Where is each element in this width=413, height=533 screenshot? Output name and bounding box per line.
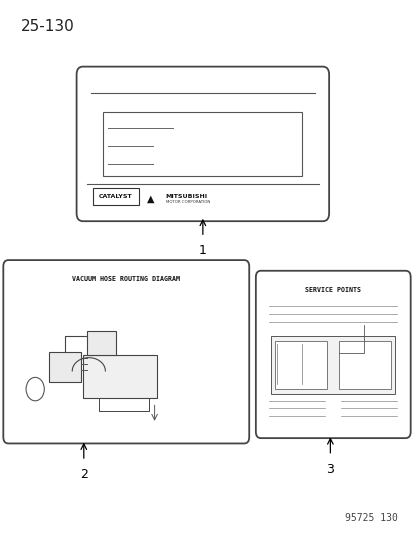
Text: ▲: ▲: [147, 193, 154, 203]
Text: 2: 2: [80, 468, 88, 481]
Bar: [93, 188, 138, 205]
FancyBboxPatch shape: [255, 271, 410, 438]
Text: 25-130: 25-130: [21, 19, 74, 34]
FancyBboxPatch shape: [76, 67, 328, 221]
Bar: [87, 331, 115, 355]
Text: MITSUBISHI: MITSUBISHI: [165, 193, 207, 199]
Text: 3: 3: [325, 463, 334, 475]
Bar: [339, 341, 390, 389]
Bar: [82, 355, 157, 398]
Text: CATALYST: CATALYST: [99, 194, 133, 199]
Text: 95725 130: 95725 130: [344, 513, 396, 523]
Text: SERVICE POINTS: SERVICE POINTS: [304, 287, 361, 293]
Text: VACUUM HOSE ROUTING DIAGRAM: VACUUM HOSE ROUTING DIAGRAM: [72, 276, 180, 282]
Bar: [103, 112, 301, 176]
Bar: [271, 336, 394, 394]
Bar: [49, 352, 80, 382]
Text: MOTOR CORPORATION: MOTOR CORPORATION: [165, 200, 209, 204]
FancyBboxPatch shape: [3, 260, 249, 443]
Bar: [275, 341, 326, 389]
Circle shape: [26, 377, 44, 401]
Text: 1: 1: [198, 244, 206, 257]
